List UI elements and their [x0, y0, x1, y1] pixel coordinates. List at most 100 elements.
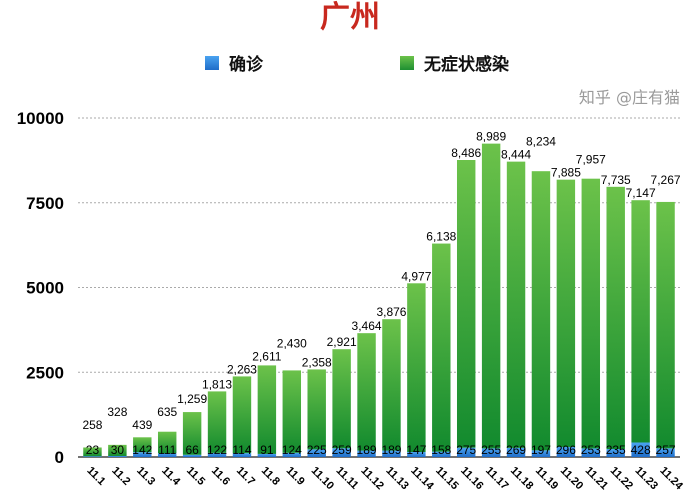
y-tick-label: 10000 — [17, 109, 64, 128]
data-label-asymptomatic: 2,611 — [252, 349, 281, 363]
data-label-confirmed: 23 — [86, 443, 100, 457]
bar-confirmed — [357, 450, 376, 457]
x-tick-label: 11.17 — [483, 465, 511, 493]
data-label-confirmed: 91 — [260, 443, 274, 457]
x-tick-label: 11.9 — [284, 465, 307, 488]
legend-label: 确诊 — [229, 55, 263, 75]
bar-asymptomatic — [282, 370, 302, 453]
bar-confirmed — [531, 450, 551, 457]
x-tick-label: 11.22 — [608, 465, 636, 493]
y-tick-label: 7500 — [26, 194, 64, 213]
x-tick-label: 11.3 — [134, 465, 157, 488]
data-label-asymptomatic: 6,138 — [426, 230, 456, 244]
data-label-confirmed: 30 — [111, 443, 125, 457]
x-tick-label: 11.6 — [209, 465, 232, 488]
bar-asymptomatic — [157, 431, 177, 454]
data-label-asymptomatic: 8,989 — [476, 130, 506, 144]
bar-asymptomatic — [332, 349, 351, 449]
bar-asymptomatic — [531, 171, 551, 451]
data-label-asymptomatic: 7,267 — [651, 173, 681, 187]
data-label-asymptomatic: 1,259 — [177, 392, 207, 406]
bar-confirmed — [108, 455, 127, 457]
bar-asymptomatic — [307, 369, 326, 450]
bar-asymptomatic — [133, 437, 152, 453]
bar-asymptomatic — [506, 161, 526, 448]
legend-swatch — [205, 55, 219, 70]
data-label-confirmed: 66 — [185, 443, 199, 457]
x-tick-label: 11.7 — [234, 465, 257, 488]
data-label-asymptomatic: 258 — [82, 418, 102, 432]
data-label-confirmed: 253 — [581, 443, 601, 457]
bar-asymptomatic — [556, 179, 576, 447]
data-label-asymptomatic: 8,486 — [451, 146, 481, 160]
bar-confirmed — [506, 447, 526, 457]
chart-title: 广州 — [320, 0, 380, 35]
data-label-confirmed: 269 — [506, 443, 526, 457]
bar-asymptomatic — [656, 201, 675, 449]
bar-asymptomatic — [257, 365, 277, 454]
bar-asymptomatic — [432, 243, 451, 452]
data-label-asymptomatic: 2,430 — [277, 336, 307, 350]
x-tick-label: 11.24 — [657, 465, 685, 493]
data-label-confirmed: 257 — [656, 443, 676, 457]
data-label-confirmed: 296 — [556, 443, 576, 457]
bar-asymptomatic — [357, 333, 376, 451]
data-label-confirmed: 189 — [381, 443, 401, 457]
data-label-asymptomatic: 7,957 — [576, 153, 606, 167]
bar-asymptomatic — [581, 178, 601, 449]
data-label-confirmed: 428 — [631, 443, 651, 457]
x-tick-label: 11.2 — [109, 465, 132, 488]
bar-confirmed — [83, 456, 102, 457]
bar-asymptomatic — [606, 186, 625, 450]
x-tick-label: 11.4 — [159, 465, 183, 489]
data-label-asymptomatic: 2,263 — [227, 362, 257, 376]
bar-confirmed — [157, 453, 177, 457]
data-label-confirmed: 259 — [332, 443, 352, 457]
bar-asymptomatic — [481, 143, 501, 449]
bar-asymptomatic — [108, 444, 127, 456]
x-tick-label: 11.12 — [358, 465, 386, 493]
data-label-asymptomatic: 2,358 — [302, 355, 332, 369]
bar-asymptomatic — [182, 412, 202, 455]
bar-asymptomatic — [207, 391, 227, 453]
data-label-confirmed: 124 — [282, 443, 302, 457]
y-tick-label: 5000 — [26, 279, 64, 298]
data-label-asymptomatic: 3,464 — [352, 319, 382, 333]
data-label-confirmed: 111 — [158, 443, 177, 457]
data-label-asymptomatic: 2,921 — [327, 335, 357, 349]
legend-item-asymptomatic: 无症状感染 — [400, 50, 509, 75]
bar-confirmed — [407, 452, 426, 457]
data-label-asymptomatic: 3,876 — [376, 305, 406, 319]
bar-confirmed — [606, 449, 625, 457]
x-tick-label: 11.10 — [309, 465, 337, 493]
legend-item-confirmed: 确诊 — [205, 50, 263, 75]
x-tick-label: 11.18 — [508, 465, 536, 493]
data-label-confirmed: 122 — [207, 443, 227, 457]
x-tick-label: 11.21 — [583, 465, 611, 493]
bar-confirmed — [207, 452, 227, 457]
data-label-asymptomatic: 328 — [107, 405, 127, 419]
x-tick-label: 11.14 — [408, 465, 436, 493]
bar-confirmed — [631, 442, 650, 457]
data-label-asymptomatic: 4,977 — [401, 269, 431, 283]
watermark: 知乎 @庄有猫 — [578, 88, 680, 107]
bar-confirmed — [581, 448, 601, 457]
x-tick-label: 11.20 — [558, 465, 586, 493]
bar-confirmed — [257, 453, 277, 457]
data-label-asymptomatic: 8,444 — [501, 148, 531, 162]
x-tick-label: 11.5 — [184, 465, 207, 488]
x-tick-label: 11.11 — [334, 465, 361, 492]
bar-asymptomatic — [232, 376, 252, 454]
bar-confirmed — [332, 448, 351, 457]
bar-asymptomatic — [407, 283, 426, 453]
bar-confirmed — [382, 450, 401, 457]
bar-confirmed — [133, 452, 152, 457]
bar-confirmed — [481, 448, 501, 457]
data-label-confirmed: 142 — [132, 443, 152, 457]
y-tick-label: 2500 — [26, 363, 64, 382]
data-label-asymptomatic: 1,813 — [202, 377, 232, 391]
bar-confirmed — [307, 449, 326, 457]
data-label-confirmed: 225 — [307, 443, 327, 457]
bar-confirmed — [656, 448, 675, 457]
